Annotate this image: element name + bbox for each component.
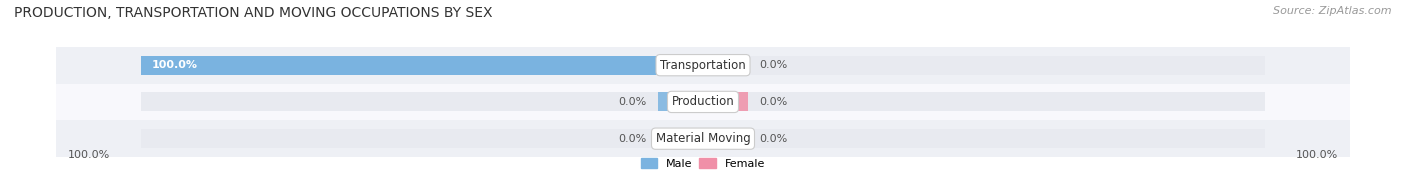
Bar: [658, 129, 703, 148]
Text: 100.0%: 100.0%: [67, 150, 110, 160]
Bar: [703, 129, 748, 148]
Bar: [703, 92, 748, 112]
Bar: [658, 92, 703, 112]
Text: 100.0%: 100.0%: [1296, 150, 1339, 160]
Bar: [703, 56, 1265, 75]
Text: 0.0%: 0.0%: [759, 97, 787, 107]
Text: Production: Production: [672, 95, 734, 108]
Text: 0.0%: 0.0%: [759, 134, 787, 144]
Text: 0.0%: 0.0%: [619, 97, 647, 107]
Bar: [56, 120, 1350, 157]
Bar: [703, 56, 748, 75]
Text: Source: ZipAtlas.com: Source: ZipAtlas.com: [1274, 6, 1392, 16]
Text: Material Moving: Material Moving: [655, 132, 751, 145]
Bar: [56, 83, 1350, 120]
Text: Transportation: Transportation: [661, 59, 745, 72]
Bar: [141, 56, 703, 75]
Text: 0.0%: 0.0%: [619, 134, 647, 144]
Bar: [703, 92, 1265, 112]
Text: PRODUCTION, TRANSPORTATION AND MOVING OCCUPATIONS BY SEX: PRODUCTION, TRANSPORTATION AND MOVING OC…: [14, 6, 492, 20]
Text: 100.0%: 100.0%: [152, 60, 198, 70]
Bar: [141, 92, 703, 112]
Bar: [703, 129, 1265, 148]
Bar: [141, 129, 703, 148]
Text: 0.0%: 0.0%: [759, 60, 787, 70]
Bar: [56, 47, 1350, 83]
Legend: Male, Female: Male, Female: [641, 159, 765, 169]
Bar: [141, 56, 703, 75]
